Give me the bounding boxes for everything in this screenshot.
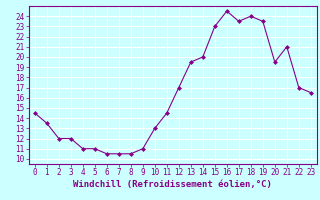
X-axis label: Windchill (Refroidissement éolien,°C): Windchill (Refroidissement éolien,°C) [73,180,272,189]
